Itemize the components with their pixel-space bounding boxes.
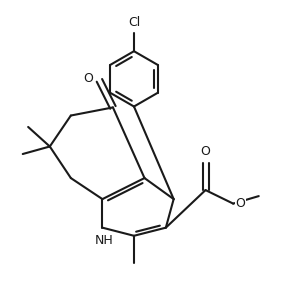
Text: Cl: Cl: [128, 16, 140, 29]
Text: O: O: [201, 145, 210, 158]
Text: O: O: [236, 197, 245, 210]
Text: NH: NH: [95, 234, 113, 247]
Text: O: O: [83, 72, 93, 85]
